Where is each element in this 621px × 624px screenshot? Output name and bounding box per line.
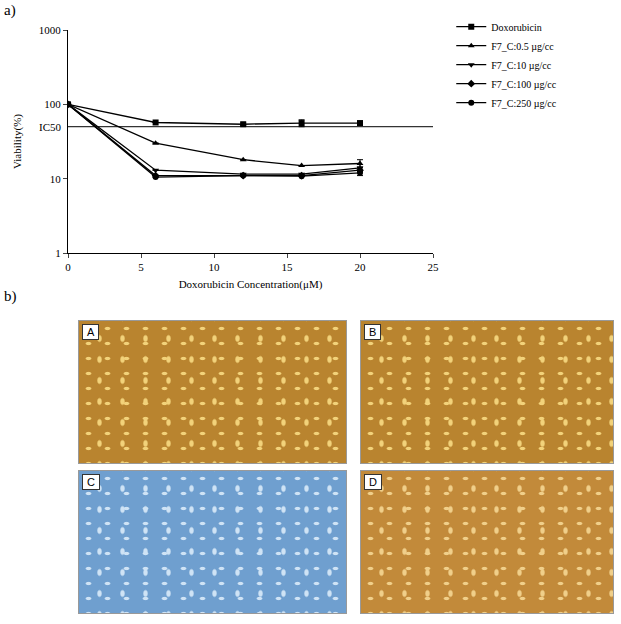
svg-text:F7_C:250 µg/cc: F7_C:250 µg/cc <box>491 98 556 109</box>
html-text:B: B <box>369 326 377 338</box>
svg-text:5: 5 <box>138 261 144 273</box>
svg-text:1000: 1000 <box>39 24 62 36</box>
svg-text:Doxorubicin: Doxorubicin <box>491 22 542 33</box>
html-text:a): a) <box>4 2 16 18</box>
html-text:A: A <box>87 326 95 338</box>
svg-text:IC50: IC50 <box>39 121 62 133</box>
svg-text:25: 25 <box>428 261 440 273</box>
svg-text:0: 0 <box>65 261 71 273</box>
html-text:D: D <box>369 476 377 488</box>
svg-text:10: 10 <box>50 173 62 185</box>
html-text:C: C <box>87 476 95 488</box>
svg-text:Viability(%): Viability(%) <box>11 114 24 169</box>
html-text:b): b) <box>4 288 17 304</box>
svg-text:F7_C:10 µg/cc: F7_C:10 µg/cc <box>491 60 551 71</box>
svg-text:15: 15 <box>282 261 294 273</box>
svg-text:F7_C:0.5 µg/cc: F7_C:0.5 µg/cc <box>491 41 554 52</box>
svg-text:Doxorubicin Concentration(μM): Doxorubicin Concentration(μM) <box>179 278 323 291</box>
svg-text:1: 1 <box>55 247 61 259</box>
svg-text:20: 20 <box>355 261 367 273</box>
svg-text:10: 10 <box>209 261 221 273</box>
svg-text:100: 100 <box>44 98 61 110</box>
svg-text:F7_C:100 µg/cc: F7_C:100 µg/cc <box>491 79 556 90</box>
